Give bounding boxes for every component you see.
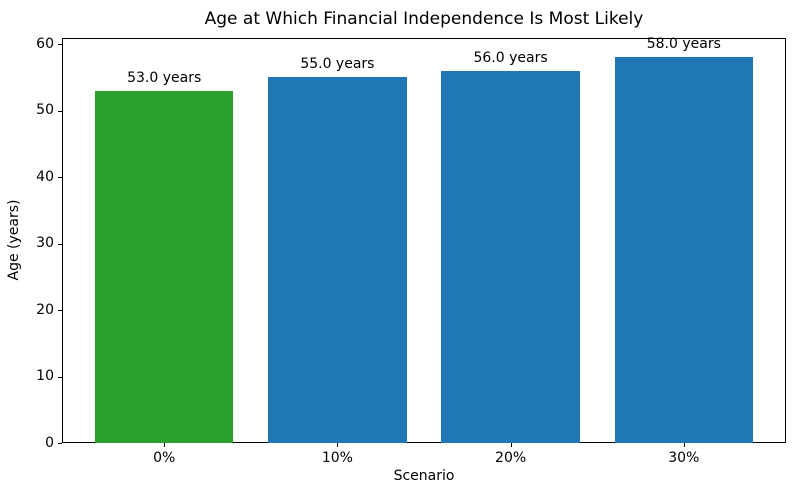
y-tick-label: 20 (36, 301, 54, 318)
x-tick-mark (683, 443, 685, 447)
x-tick-mark (164, 443, 166, 447)
y-tick-label: 50 (36, 102, 54, 118)
y-tick-mark (58, 110, 62, 112)
x-tick-label: 20% (495, 450, 527, 466)
x-tick-label: 10% (321, 450, 353, 466)
x-tick-label: 30% (668, 450, 700, 466)
bar (441, 70, 580, 443)
bar (268, 77, 407, 443)
y-tick-mark (58, 243, 62, 245)
y-tick-mark (58, 443, 62, 444)
y-tick-mark (58, 310, 62, 311)
y-tick-label: 40 (36, 168, 54, 185)
x-tick-label: 0% (153, 450, 176, 466)
bar-value-label: 53.0 years (127, 69, 202, 86)
bar (614, 57, 754, 443)
y-tick-label: 30 (36, 235, 54, 251)
y-tick-mark (58, 44, 62, 45)
x-axis-label: Scenario (393, 468, 455, 484)
bar (94, 90, 234, 443)
y-tick-label: 10 (36, 368, 54, 384)
y-tick-mark (58, 376, 62, 378)
chart-title: Age at Which Financial Independence Is M… (204, 9, 644, 29)
x-tick-mark (510, 443, 512, 447)
y-tick-label: 60 (36, 35, 54, 52)
bar-value-label: 55.0 years (300, 56, 375, 73)
bar-value-label: 56.0 years (473, 49, 548, 66)
bar-value-label: 58.0 years (646, 36, 721, 53)
y-tick-label: 0 (45, 434, 54, 451)
x-tick-mark (337, 443, 339, 447)
y-tick-mark (58, 177, 62, 178)
